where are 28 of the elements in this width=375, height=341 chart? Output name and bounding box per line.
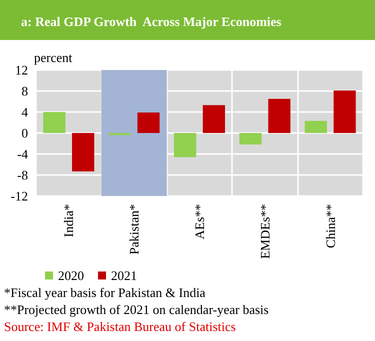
y-tick-label: -4 [17, 146, 28, 162]
x-tick-label: Pakistan* [126, 204, 142, 255]
bar [202, 105, 226, 133]
bar [268, 98, 290, 133]
x-tick-label: India* [61, 204, 76, 238]
y-tick-label: 0 [22, 126, 28, 140]
x-tick-label: China** [322, 204, 338, 248]
bar [334, 90, 356, 133]
y-axis-title: percent [34, 50, 73, 65]
bar [43, 112, 66, 133]
bar [304, 120, 327, 133]
y-tick-label: 8 [22, 84, 28, 98]
y-tick-label: -8 [17, 168, 28, 182]
y-tick-label: 12 [15, 62, 28, 78]
y-tick-label: 4 [22, 104, 28, 120]
bar [72, 133, 94, 172]
bar [174, 133, 196, 158]
source-note: Source: IMF & Pakistan Bureau of Statistics [4, 319, 236, 334]
legend-label: 2020 [58, 268, 84, 283]
text: **Projected growth of 2021 on calendar-year basis [4, 302, 269, 317]
text: *Fiscal year basis for Pakistan & India [4, 285, 206, 300]
chart-title: a: Real GDP Growth Across Major Economies [21, 14, 282, 29]
x-tick-label: AEs** [192, 204, 207, 240]
legend-label: 2021 [111, 268, 137, 283]
bar [137, 112, 160, 133]
bar [239, 133, 262, 145]
x-tick-label: EMDEs** [257, 204, 272, 259]
y-tick-label: -12 [10, 188, 28, 204]
